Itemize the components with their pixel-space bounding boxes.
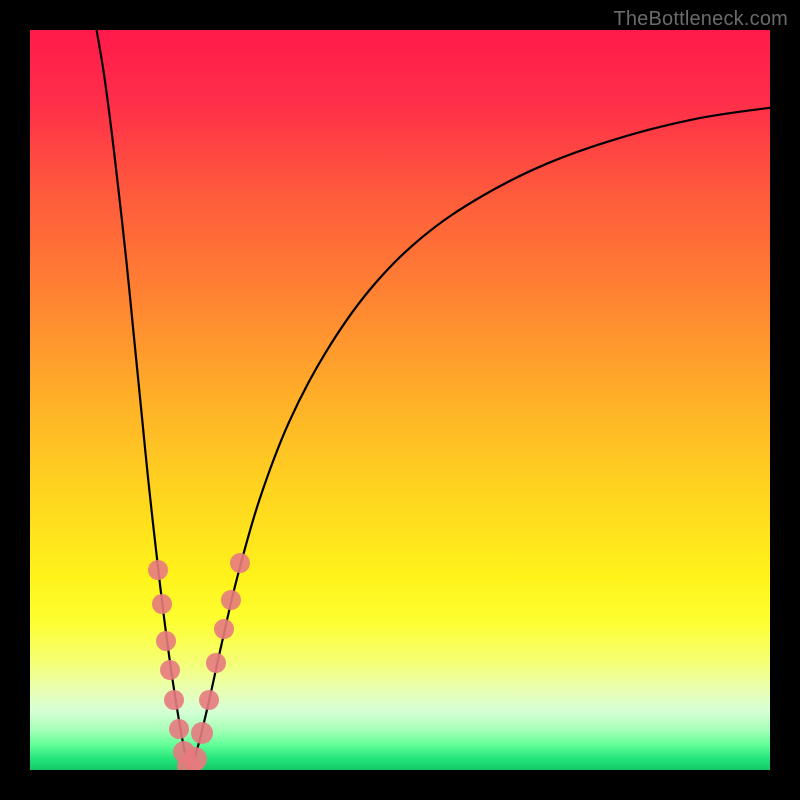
data-marker — [164, 690, 184, 710]
data-marker — [152, 594, 172, 614]
data-marker — [206, 653, 226, 673]
plot-area — [30, 30, 770, 770]
data-marker — [191, 722, 213, 744]
data-marker — [169, 719, 189, 739]
watermark-text: TheBottleneck.com — [613, 8, 788, 31]
data-marker — [183, 747, 207, 770]
chart-outer-frame: TheBottleneck.com — [0, 0, 800, 800]
data-marker — [156, 631, 176, 651]
data-marker — [214, 619, 234, 639]
data-marker — [160, 660, 180, 680]
bottleneck-curve-svg — [30, 30, 770, 770]
bottleneck-curve — [97, 30, 770, 770]
data-marker — [221, 590, 241, 610]
data-marker — [148, 560, 168, 580]
data-marker — [199, 690, 219, 710]
data-marker — [230, 553, 250, 573]
